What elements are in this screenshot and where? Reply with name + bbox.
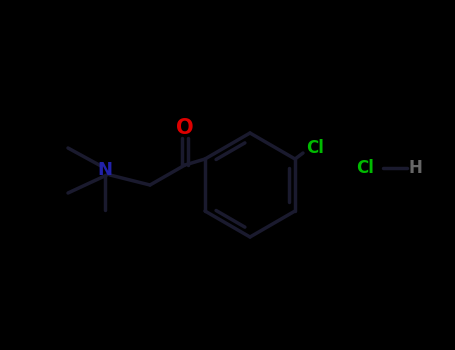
Text: N: N — [97, 161, 112, 179]
Text: Cl: Cl — [356, 159, 374, 177]
Text: H: H — [408, 159, 422, 177]
Text: Cl: Cl — [306, 139, 324, 157]
Text: O: O — [176, 118, 194, 138]
